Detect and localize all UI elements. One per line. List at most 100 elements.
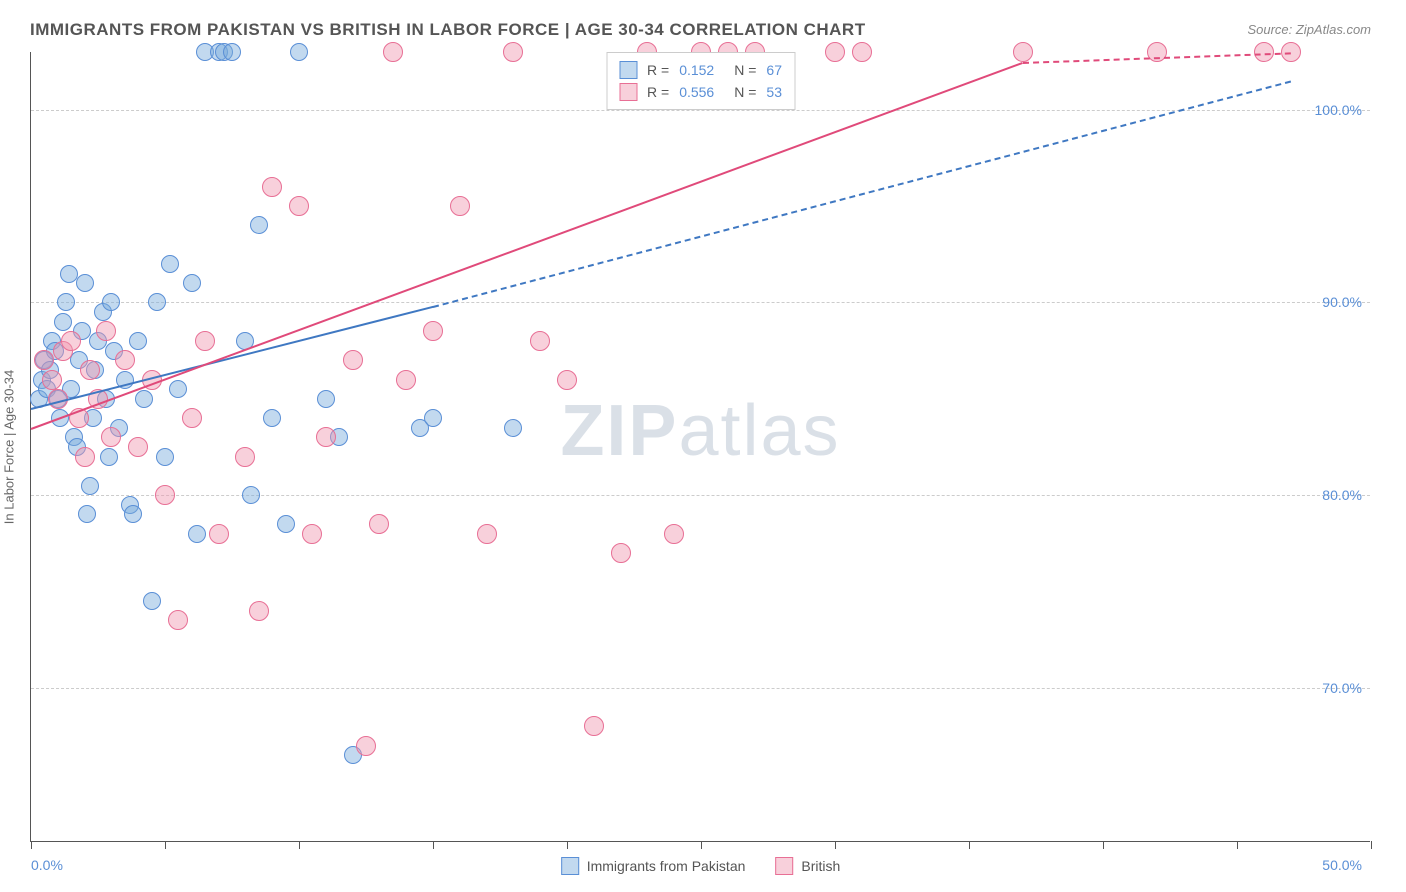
data-point <box>101 427 121 447</box>
x-tick <box>433 841 434 849</box>
data-point <box>369 514 389 534</box>
data-point <box>423 321 443 341</box>
data-point <box>61 331 81 351</box>
data-point <box>54 313 72 331</box>
data-point <box>96 321 116 341</box>
data-point <box>290 43 308 61</box>
data-point <box>250 216 268 234</box>
data-point <box>262 177 282 197</box>
data-point <box>356 736 376 756</box>
data-point <box>289 196 309 216</box>
x-tick <box>165 841 166 849</box>
data-point <box>76 274 94 292</box>
data-point <box>277 515 295 533</box>
legend-swatch-icon <box>561 857 579 875</box>
data-point <box>156 448 174 466</box>
data-point <box>302 524 322 544</box>
data-point <box>81 477 99 495</box>
data-point <box>209 524 229 544</box>
data-point <box>115 350 135 370</box>
x-tick <box>1371 841 1372 849</box>
data-point <box>664 524 684 544</box>
data-point <box>128 437 148 457</box>
x-tick <box>567 841 568 849</box>
data-point <box>504 419 522 437</box>
x-tick <box>701 841 702 849</box>
data-point <box>450 196 470 216</box>
data-point <box>424 409 442 427</box>
data-point <box>155 485 175 505</box>
legend-item: British <box>775 857 840 875</box>
y-tick-label: 70.0% <box>1322 680 1362 696</box>
correlation-legend: R =0.152N =67R =0.556N =53 <box>606 52 795 110</box>
data-point <box>263 409 281 427</box>
data-point <box>57 293 75 311</box>
data-point <box>183 274 201 292</box>
x-tick <box>1237 841 1238 849</box>
data-point <box>42 370 62 390</box>
data-point <box>168 610 188 630</box>
legend-swatch-icon <box>619 61 637 79</box>
data-point <box>249 601 269 621</box>
legend-item: Immigrants from Pakistan <box>561 857 746 875</box>
data-point <box>195 331 215 351</box>
y-tick-label: 90.0% <box>1322 294 1362 310</box>
trend-line <box>31 62 1023 430</box>
legend-r-label: R = <box>647 62 669 78</box>
data-point <box>825 42 845 62</box>
x-tick <box>835 841 836 849</box>
legend-swatch-icon <box>775 857 793 875</box>
data-point <box>80 360 100 380</box>
data-point <box>530 331 550 351</box>
data-point <box>383 42 403 62</box>
data-point <box>188 525 206 543</box>
data-point <box>169 380 187 398</box>
legend-n-value: 53 <box>766 84 782 100</box>
data-point <box>60 265 78 283</box>
y-axis-label: In Labor Force | Age 30-34 <box>2 369 17 523</box>
legend-r-label: R = <box>647 84 669 100</box>
legend-n-label: N = <box>734 84 756 100</box>
data-point <box>1254 42 1274 62</box>
x-tick <box>1103 841 1104 849</box>
data-point <box>317 390 335 408</box>
data-point <box>78 505 96 523</box>
data-point <box>75 447 95 467</box>
data-point <box>1013 42 1033 62</box>
trend-line-dash <box>433 81 1291 308</box>
legend-r-value: 0.152 <box>679 62 714 78</box>
y-tick-label: 80.0% <box>1322 487 1362 503</box>
x-tick <box>31 841 32 849</box>
data-point <box>34 350 54 370</box>
x-axis-min-label: 0.0% <box>31 857 63 873</box>
data-point <box>477 524 497 544</box>
data-point <box>852 42 872 62</box>
legend-n-value: 67 <box>766 62 782 78</box>
data-point <box>503 42 523 62</box>
data-point <box>396 370 416 390</box>
chart-title: IMMIGRANTS FROM PAKISTAN VS BRITISH IN L… <box>30 20 1376 40</box>
legend-item-label: Immigrants from Pakistan <box>587 858 746 874</box>
legend-swatch-icon <box>619 83 637 101</box>
x-tick <box>969 841 970 849</box>
grid-line <box>31 302 1370 303</box>
scatter-chart: In Labor Force | Age 30-34 70.0%80.0%90.… <box>30 52 1370 842</box>
data-point <box>235 447 255 467</box>
data-point <box>102 293 120 311</box>
x-tick <box>299 841 300 849</box>
data-point <box>343 350 363 370</box>
y-tick-label: 100.0% <box>1315 102 1362 118</box>
legend-row: R = 0.152 N = 67 <box>619 59 782 81</box>
data-point <box>135 390 153 408</box>
data-point <box>223 43 241 61</box>
legend-n-label: N = <box>734 62 756 78</box>
data-point <box>584 716 604 736</box>
data-point <box>143 592 161 610</box>
data-point <box>182 408 202 428</box>
grid-line <box>31 495 1370 496</box>
data-point <box>124 505 142 523</box>
data-point <box>557 370 577 390</box>
data-point <box>129 332 147 350</box>
legend-item-label: British <box>801 858 840 874</box>
data-point <box>100 448 118 466</box>
